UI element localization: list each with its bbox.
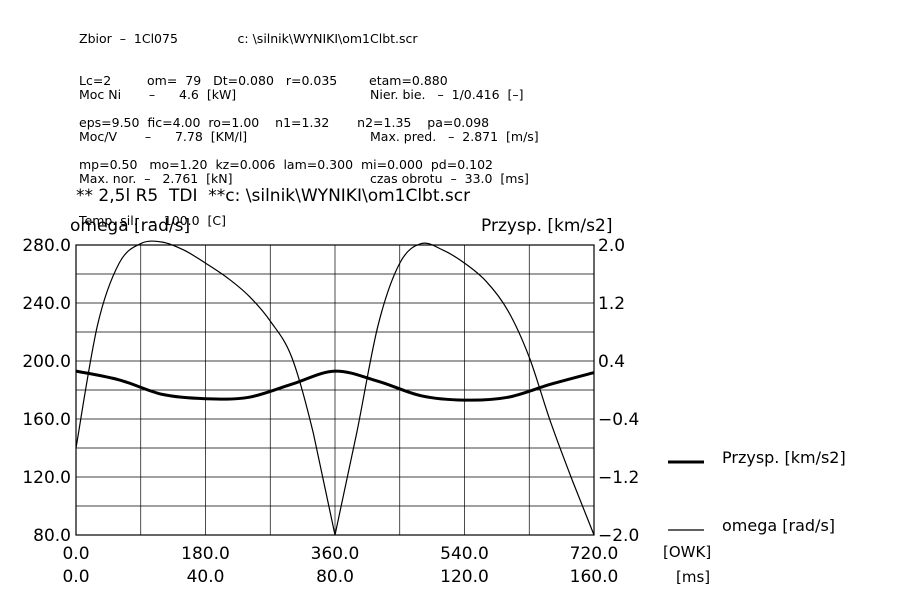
y2-tick-label: −2.0 (598, 526, 639, 546)
y-axis-label: omega [rad/s] (70, 216, 190, 236)
y2-tick-label: 2.0 (598, 236, 625, 256)
series-lines (75, 240, 595, 536)
result-nier-bie: Nier. bie. – 1/0.416 [–] (370, 87, 524, 102)
param-pa: pa=0.098 (427, 115, 490, 130)
result-max-nor: Max. nor. – 2.761 [kN] (79, 171, 233, 186)
header-line-1: Zbior – 1Cl075 c: \silnik\WYNIKI\om1Clbt… (79, 32, 493, 46)
x-tick-label: 180.0 (181, 544, 230, 564)
results-right: Nier. bie. – 1/0.416 [–] Max. pred. – 2.… (370, 60, 539, 200)
result-moc-ni: Moc Ni – 4.6 [kW] (79, 87, 237, 102)
param-om: om= 79 (147, 73, 202, 88)
param-etam: etam=0.880 (369, 73, 448, 88)
x2-tick-label: 80.0 (316, 567, 354, 587)
y2-tick-label: −1.2 (598, 468, 639, 488)
y2-tick-label: 1.2 (598, 294, 625, 314)
legend: Przysp. [km/s2] omega [rad/s] (668, 448, 846, 535)
series-line-0 (75, 369, 595, 402)
param-n2: n2=1.35 (357, 115, 412, 130)
legend-label-0: Przysp. [km/s2] (722, 448, 846, 467)
param-n1: n1=1.32 (275, 115, 330, 130)
param-r: r=0.035 (285, 73, 338, 88)
x2-tick-label: 160.0 (570, 567, 619, 587)
result-moc-v: Moc/V – 7.78 [KM/l] (79, 129, 248, 144)
header-block: Zbior – 1Cl075 c: \silnik\WYNIKI\om1Clbt… (79, 4, 493, 186)
x2-tick-label: 40.0 (187, 567, 225, 587)
param-mo: mo=1.20 (149, 157, 208, 172)
series-line-1 (75, 240, 595, 536)
result-max-pred: Max. pred. – 2.871 [m/s] (370, 129, 539, 144)
y-tick-label: 200.0 (22, 352, 71, 372)
x2-axis-label: [ms] (676, 568, 710, 586)
param-dt: Dt=0.080 (213, 73, 274, 88)
tick-labels: 80.0 120.0 160.0 200.0 240.0 280.0 −2.0 −1.2 −0.… (22, 236, 639, 587)
result-czas-obrotu: czas obrotu – 33.0 [ms] (370, 171, 529, 186)
param-mi: mi=0.000 (360, 157, 423, 172)
header-path: c: \silnik\WYNIKI\om1Clbt.scr (237, 31, 418, 46)
header-line-4: mp=0.50 mo=1.20 kz=0.006 lam=0.300 mi=0.… (79, 158, 493, 172)
param-lam: lam=0.300 (283, 157, 354, 172)
y2-tick-label: −0.4 (598, 410, 639, 430)
param-mp: mp=0.50 (79, 157, 138, 172)
y-tick-label: 160.0 (22, 410, 71, 430)
x-tick-label: 540.0 (440, 544, 489, 564)
param-ro: ro=1.00 (208, 115, 260, 130)
y-tick-label: 240.0 (22, 294, 71, 314)
y2-tick-label: 0.4 (598, 352, 625, 372)
y-tick-label: 280.0 (22, 236, 71, 256)
y-tick-label: 120.0 (22, 468, 71, 488)
legend-label-1: omega [rad/s] (722, 516, 835, 535)
y2-axis-label: Przysp. [km/s2] (481, 216, 612, 236)
x2-tick-label: 120.0 (440, 567, 489, 587)
x-axis-label: [OWK] (663, 543, 711, 561)
param-pd: pd=0.102 (430, 157, 493, 172)
x-tick-label: 360.0 (311, 544, 360, 564)
x-tick-label: 0.0 (62, 544, 89, 564)
header-line-2: Lc=2 om= 79 Dt=0.080 r=0.035 etam=0.880 (79, 74, 493, 88)
result-temp-sil: Temp. sil. – 100.0 [C] (79, 213, 227, 228)
x-tick-label: 720.0 (570, 544, 619, 564)
param-lc: Lc=2 (79, 73, 112, 88)
chart-title: ** 2,5l R5 TDI **c: \silnik\WYNIKI\om1Cl… (76, 186, 471, 206)
header-zbior: Zbior – 1Cl075 (79, 31, 178, 46)
grid (75, 244, 595, 536)
x2-tick-label: 0.0 (62, 567, 89, 587)
header-line-3: eps=9.50 fic=4.00 ro=1.00 n1=1.32 n2=1.3… (79, 116, 493, 130)
results-left: Moc Ni – 4.6 [kW] Moc/V – 7.78 [KM/l] Ma… (79, 60, 247, 242)
param-eps: eps=9.50 (79, 115, 140, 130)
param-kz: kz=0.006 (215, 157, 276, 172)
y-tick-label: 80.0 (33, 526, 71, 546)
param-fic: fic=4.00 (147, 115, 201, 130)
